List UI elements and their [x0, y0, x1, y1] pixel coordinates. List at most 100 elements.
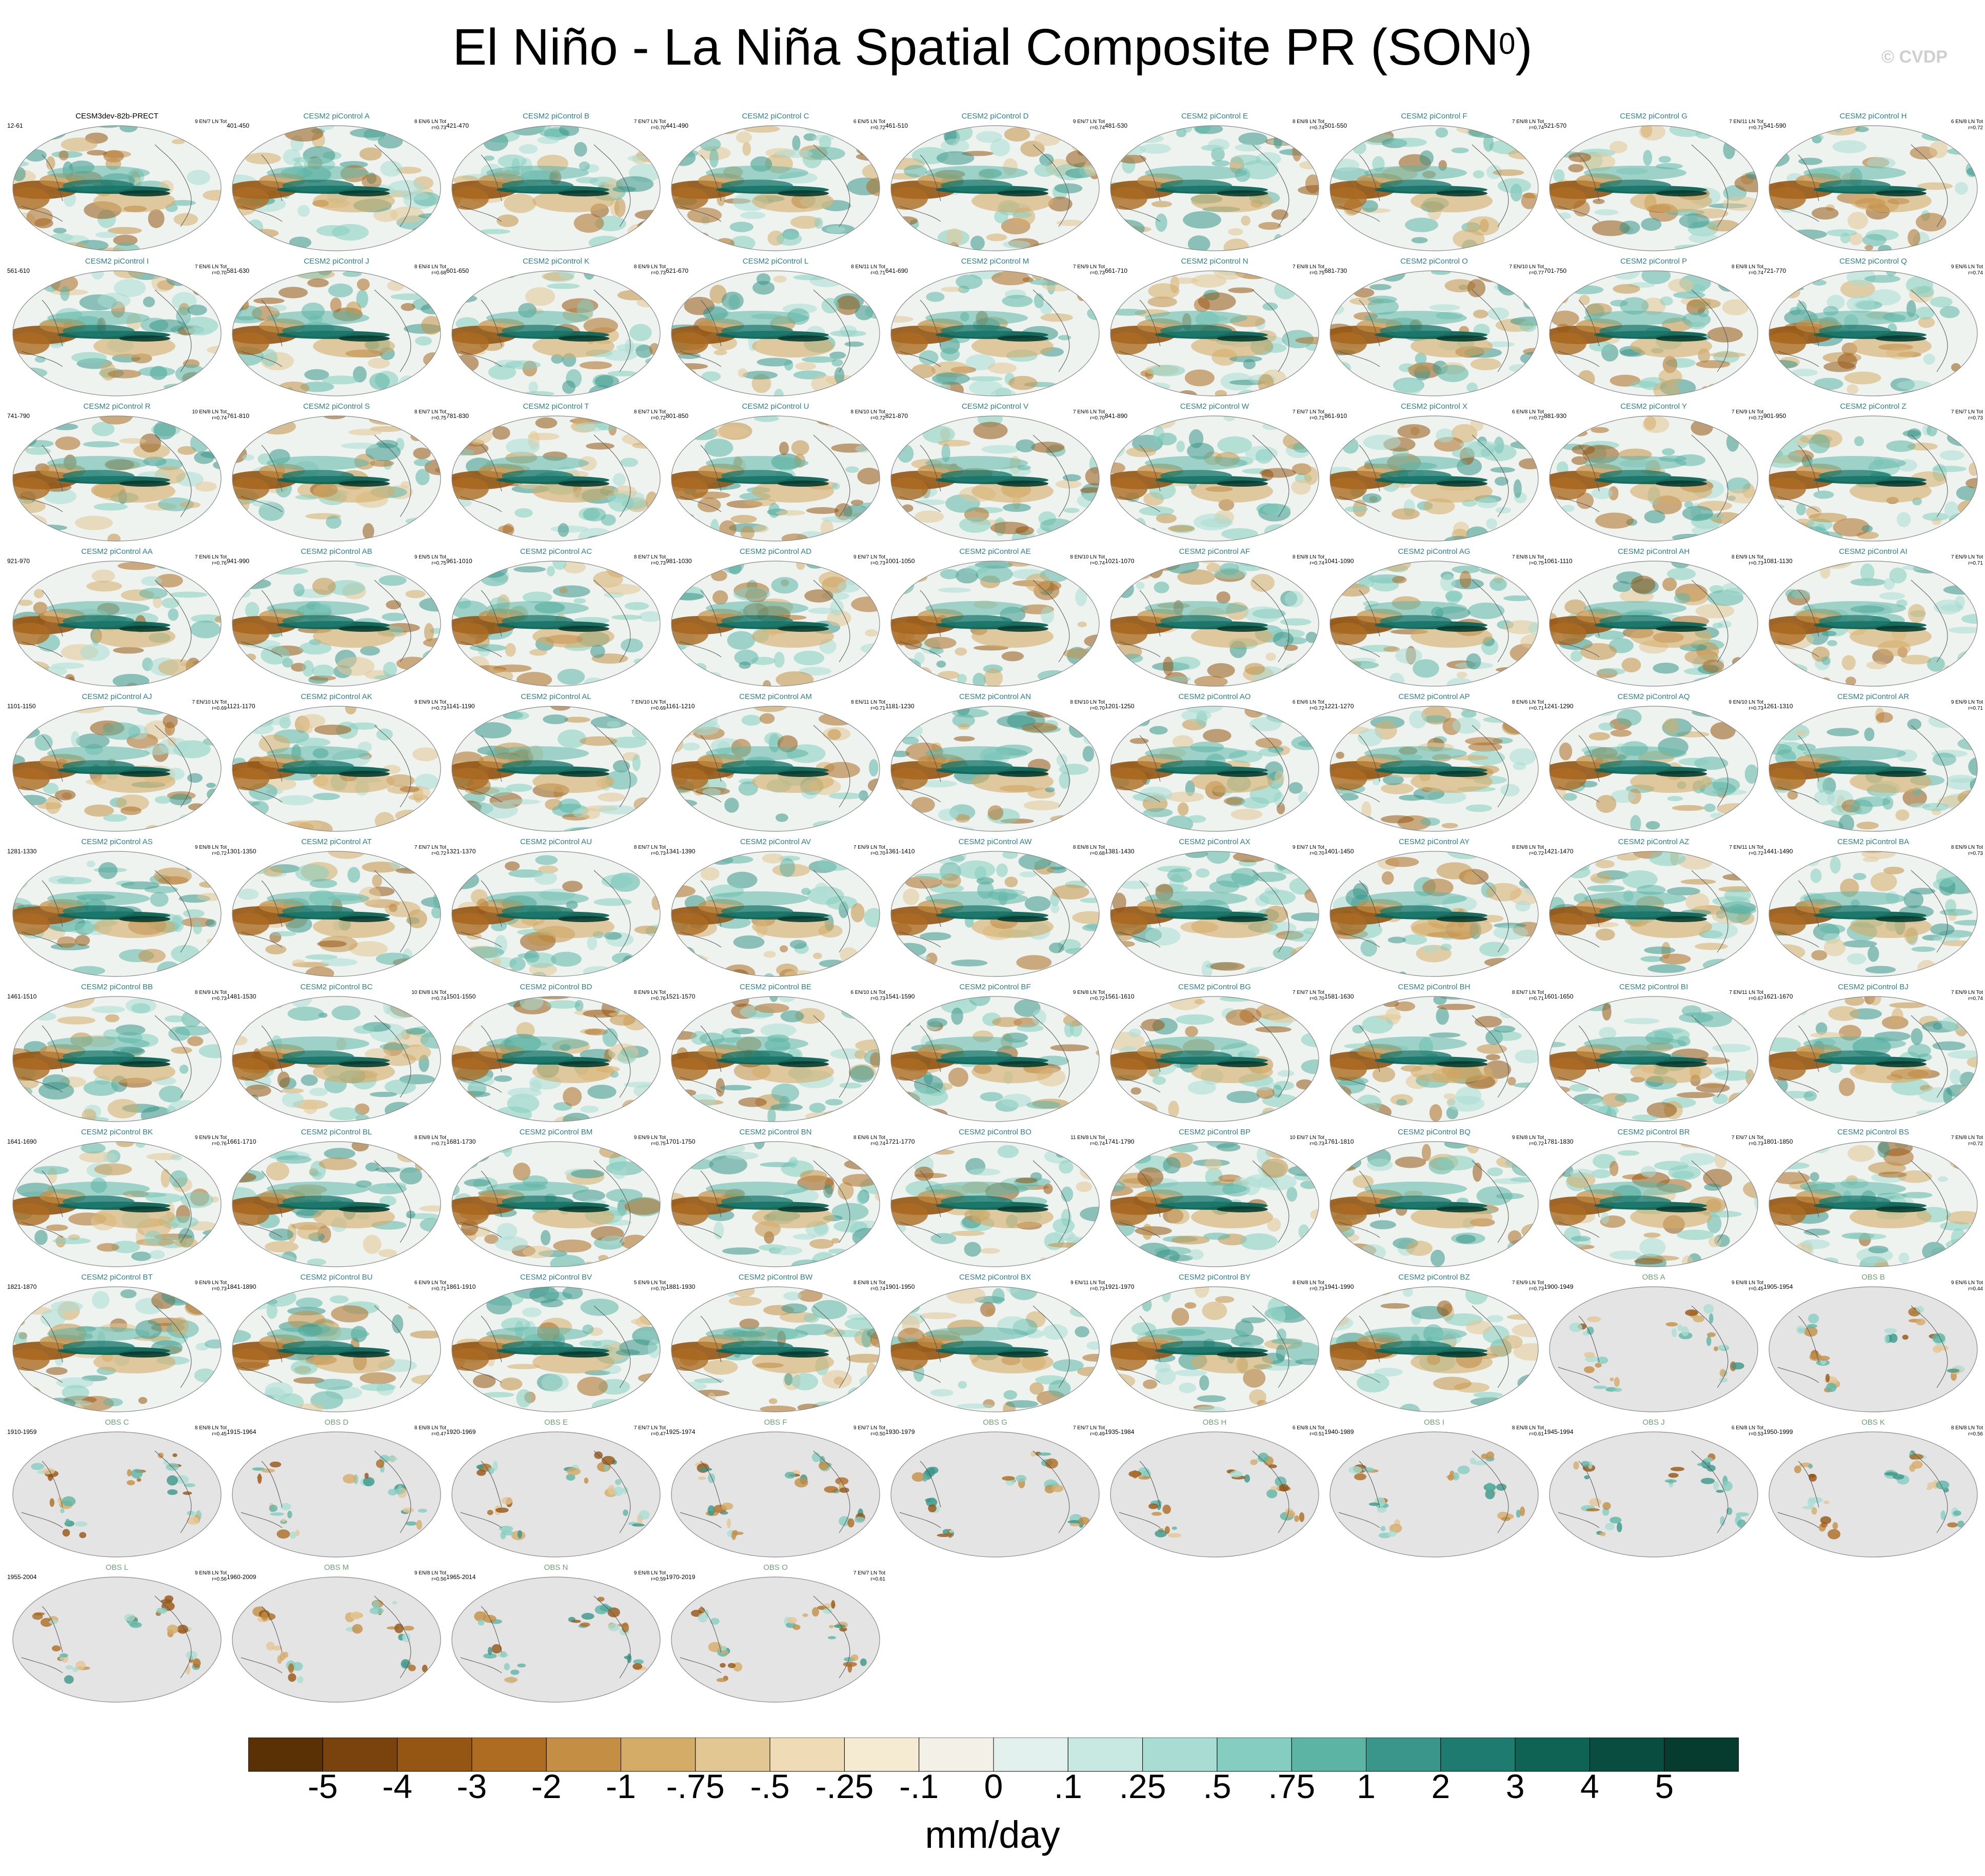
pattern-correlation: r=0.47 — [651, 1431, 666, 1437]
panel-name: CESM2 piControl BK — [81, 1128, 153, 1136]
panel-name: CESM2 piControl AV — [740, 837, 811, 846]
pattern-correlation: r=0.75 — [431, 561, 446, 566]
pattern-correlation: r=0.72 — [1309, 706, 1324, 711]
panel-years: 801-850 — [666, 412, 689, 420]
pattern-correlation: r=0.73 — [431, 125, 446, 131]
map-panel: OBS F 1925-1974 9 EN/7 LN Tot r=0.50 — [666, 1418, 885, 1562]
panel-stats: 7 EN/7 LN Tot r=0.70 — [1293, 990, 1324, 1002]
map-plot — [1329, 270, 1539, 396]
event-count: 6 EN/5 LN Tot — [853, 119, 885, 125]
map-plot — [232, 851, 441, 977]
event-count: 8 EN/8 LN Tot — [1951, 1425, 1983, 1431]
colorbar-tick-label: -4 — [382, 1767, 412, 1799]
panel-name: CESM2 piControl Q — [1839, 257, 1907, 266]
panel-years: 12-61 — [7, 122, 23, 129]
panel-name: CESM2 piControl AF — [1179, 547, 1250, 556]
panel-name: CESM2 piControl AT — [301, 837, 372, 846]
map-panel: CESM2 piControl BK 1641-1690 9 EN/9 LN Tot… — [7, 1128, 227, 1271]
map-panel: CESM2 piControl B 421-470 7 EN/7 LN Tot r=0… — [446, 112, 666, 255]
map-plot — [1769, 415, 1978, 542]
map-panel: CESM2 piControl BD 1501-1550 8 EN/9 LN Tot… — [446, 983, 666, 1126]
panel-stats: 8 EN/8 LN Tot r=0.71 — [414, 1135, 446, 1147]
map-panel: CESM2 piControl BM 1681-1730 9 EN/9 LN Tot… — [446, 1128, 666, 1271]
colorbar-swatch — [322, 1738, 398, 1772]
colorbar-swatch — [1142, 1738, 1218, 1772]
panel-years: 841-890 — [1105, 412, 1128, 420]
pattern-correlation: r=0.75 — [431, 415, 446, 421]
event-count: 8 EN/10 LN Tot — [850, 409, 885, 415]
panel-years: 1841-1890 — [227, 1283, 256, 1290]
panel-years: 1461-1510 — [7, 993, 37, 1000]
map-plot — [451, 125, 661, 251]
panel-stats: 6 EN/10 LN Tot r=0.73 — [850, 990, 885, 1002]
panel-name: CESM2 piControl BS — [1837, 1128, 1910, 1136]
map-plot — [671, 561, 880, 687]
panel-years: 1935-1984 — [1105, 1428, 1135, 1435]
pattern-correlation: r=0.44 — [1968, 1286, 1983, 1292]
event-count: 9 EN/8 LN Tot — [1731, 1280, 1763, 1286]
event-count: 7 EN/7 LN Tot — [1731, 1135, 1763, 1141]
colorbar-tick-label: 0 — [984, 1767, 1003, 1799]
map-plot — [1110, 270, 1319, 396]
panel-stats: 9 EN/8 LN Tot r=0.72 — [195, 845, 227, 857]
map-panel: CESM2 piControl AS 1281-1330 9 EN/8 LN Tot… — [7, 837, 227, 981]
colorbar-swatch — [769, 1738, 845, 1772]
event-count: 7 EN/8 LN Tot — [1512, 119, 1544, 125]
event-count: 6 EN/8 LN Tot — [1512, 409, 1544, 415]
event-count: 8 EN/8 LN Tot — [853, 1280, 885, 1286]
map-plot — [1329, 561, 1539, 687]
event-count: 8 EN/11 LN Tot — [851, 264, 885, 270]
panel-stats: 8 EN/10 LN Tot r=0.70 — [1070, 700, 1105, 712]
map-plot — [12, 706, 222, 832]
map-plot — [890, 561, 1100, 687]
panel-stats: 8 EN/9 LN Tot r=0.73 — [1951, 845, 1983, 857]
panel-name: CESM2 piControl AS — [81, 837, 153, 846]
pattern-correlation: r=0.70 — [1309, 996, 1324, 1002]
panel-name: OBS I — [1423, 1418, 1444, 1427]
panel-years: 1921-1970 — [1105, 1283, 1135, 1290]
event-count: 8 EN/9 LN Tot — [1951, 845, 1983, 850]
map-panel: CESM2 piControl AG 1041-1090 7 EN/8 LN Tot… — [1324, 547, 1544, 691]
colorbar-tick-label: -.75 — [666, 1767, 725, 1799]
map-panel: CESM2 piControl Y 881-930 7 EN/9 LN Tot r=0… — [1544, 402, 1763, 546]
panel-name: CESM2 piControl AX — [1179, 837, 1250, 846]
map-plot — [1549, 996, 1758, 1122]
panel-name: CESM2 piControl R — [83, 402, 151, 411]
chart-title-end: ) — [1515, 18, 1533, 76]
panel-name: OBS D — [324, 1418, 349, 1427]
event-count: 7 EN/7 LN Tot — [1951, 409, 1983, 415]
map-plot — [1329, 1141, 1539, 1267]
map-plot — [1329, 1286, 1539, 1412]
panel-stats: 9 EN/8 LN Tot r=0.72 — [1073, 990, 1105, 1002]
panel-stats: 9 EN/8 LN Tot r=0.56 — [195, 1570, 227, 1583]
panel-years: 1361-1410 — [885, 848, 915, 855]
pattern-correlation: r=0.74 — [1309, 125, 1324, 131]
colorbar-tick-label: -5 — [308, 1767, 338, 1799]
panel-stats: 7 EN/10 LN Tot r=0.69 — [631, 700, 666, 712]
panel-years: 1945-1994 — [1544, 1428, 1574, 1435]
map-panel: CESM2 piControl F 501-550 7 EN/8 LN Tot r=0… — [1324, 112, 1544, 255]
event-count: 7 EN/6 LN Tot — [1073, 409, 1105, 415]
panel-name: OBS G — [983, 1418, 1007, 1427]
panel-name: CESM2 piControl BB — [81, 983, 153, 991]
map-panel: CESM2 piControl BX 1901-1950 9 EN/11 LN To… — [885, 1273, 1105, 1416]
panel-years: 1925-1974 — [666, 1428, 696, 1435]
panel-years: 1341-1390 — [666, 848, 696, 855]
map-panel: CESM2 piControl G 521-570 7 EN/11 LN Tot r=… — [1544, 112, 1763, 255]
panel-years: 1950-1999 — [1763, 1428, 1793, 1435]
map-plot — [451, 561, 661, 687]
event-count: 6 EN/9 LN Tot — [414, 1280, 446, 1286]
map-panel: CESM2 piControl BV 1861-1910 5 EN/9 LN Tot… — [446, 1273, 666, 1416]
map-panel: OBS A 1900-1949 9 EN/8 LN Tot r=0.45 — [1544, 1273, 1763, 1416]
map-plot — [12, 1431, 222, 1558]
pattern-correlation: r=0.76 — [651, 996, 666, 1002]
map-plot — [1329, 996, 1539, 1122]
colorbar-swatch — [1217, 1738, 1292, 1772]
colorbar-unit-label: mm/day — [925, 1813, 1060, 1856]
event-count: 8 EN/7 LN Tot — [414, 409, 446, 415]
event-count: 9 EN/9 LN Tot — [414, 700, 446, 705]
colorbar-swatch — [844, 1738, 920, 1772]
map-plot — [12, 270, 222, 396]
panel-years: 621-670 — [666, 267, 689, 274]
map-panel: CESM2 piControl BL 1661-1710 8 EN/8 LN Tot… — [227, 1128, 446, 1271]
